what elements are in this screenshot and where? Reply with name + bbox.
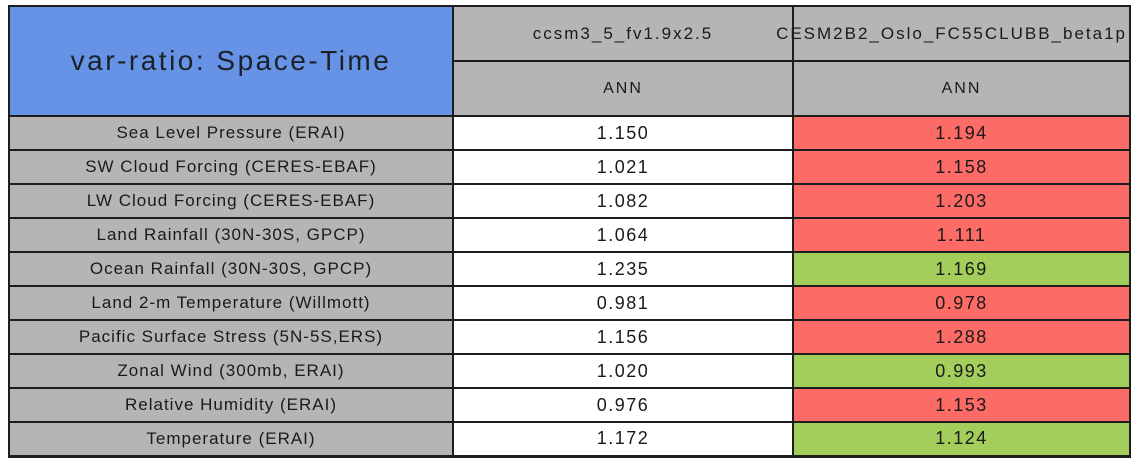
model1-value: 1.082 — [452, 183, 794, 219]
table-title-cell: var-ratio: Space-Time — [8, 5, 454, 117]
model2-value: 1.124 — [792, 421, 1131, 457]
model2-header-cell: CESM2B2_Oslo_FC55CLUBB_beta1p — [776, 5, 1131, 62]
table-title: var-ratio: Space-Time — [70, 45, 392, 76]
model1-header-cell: ccsm3_5_fv1.9x2.5 — [452, 5, 794, 62]
metric-label: Land Rainfall (30N-30S, GPCP) — [8, 217, 454, 253]
model1-value: 1.156 — [452, 319, 794, 355]
model-header-row: var-ratio: Space-Time ccsm3_5_fv1.9x2.5 … — [8, 5, 1131, 117]
table-row: Zonal Wind (300mb, ERAI) 1.020 0.993 — [8, 353, 1131, 389]
table-row: Sea Level Pressure (ERAI) 1.150 1.194 — [8, 115, 1131, 151]
metric-label: SW Cloud Forcing (CERES-EBAF) — [8, 149, 454, 185]
model1-value: 1.021 — [452, 149, 794, 185]
variance-ratio-table: var-ratio: Space-Time ccsm3_5_fv1.9x2.5 … — [8, 5, 1131, 458]
table-row: SW Cloud Forcing (CERES-EBAF) 1.021 1.15… — [8, 149, 1131, 185]
metric-label: Pacific Surface Stress (5N-5S,ERS) — [8, 319, 454, 355]
model2-value: 0.993 — [792, 353, 1131, 389]
model1-name: ccsm3_5_fv1.9x2.5 — [532, 23, 714, 43]
model1-value: 1.235 — [452, 251, 794, 287]
table-row: Pacific Surface Stress (5N-5S,ERS) 1.156… — [8, 319, 1131, 355]
metric-label: Zonal Wind (300mb, ERAI) — [8, 353, 454, 389]
season-header-row: ANN ANN — [9, 60, 1131, 117]
metric-label: LW Cloud Forcing (CERES-EBAF) — [8, 183, 454, 219]
table-row: Ocean Rainfall (30N-30S, GPCP) 1.235 1.1… — [8, 251, 1131, 287]
model2-value: 1.158 — [792, 149, 1131, 185]
metric-label: Temperature (ERAI) — [8, 421, 454, 457]
model1-value: 1.150 — [452, 115, 794, 151]
model2-value: 1.169 — [792, 251, 1131, 287]
table-row: Relative Humidity (ERAI) 0.976 1.153 — [8, 387, 1131, 423]
model1-value: 0.976 — [452, 387, 794, 423]
model1-value: 1.020 — [452, 353, 794, 389]
metric-label: Land 2-m Temperature (Willmott) — [8, 285, 454, 321]
model2-value: 1.288 — [792, 319, 1131, 355]
model2-value: 1.194 — [792, 115, 1131, 151]
metric-label: Ocean Rainfall (30N-30S, GPCP) — [8, 251, 454, 287]
table-row: Land Rainfall (30N-30S, GPCP) 1.064 1.11… — [8, 217, 1131, 253]
table-row: Land 2-m Temperature (Willmott) 0.981 0.… — [8, 285, 1131, 321]
model1-value: 1.172 — [452, 421, 794, 457]
metric-label: Sea Level Pressure (ERAI) — [8, 115, 454, 151]
model1-value: 0.981 — [452, 285, 794, 321]
model2-season-cell: ANN — [792, 60, 1131, 117]
table-row: LW Cloud Forcing (CERES-EBAF) 1.082 1.20… — [8, 183, 1131, 219]
table-row: Temperature (ERAI) 1.172 1.124 — [8, 421, 1131, 457]
model2-value: 1.203 — [792, 183, 1131, 219]
metric-label: Relative Humidity (ERAI) — [8, 387, 454, 423]
model2-value: 1.111 — [792, 217, 1131, 253]
model2-value: 0.978 — [792, 285, 1131, 321]
model2-value: 1.153 — [792, 387, 1131, 423]
model1-value: 1.064 — [452, 217, 794, 253]
model2-name: CESM2B2_Oslo_FC55CLUBB_beta1p — [776, 23, 1127, 43]
model1-season-cell: ANN — [452, 60, 794, 117]
